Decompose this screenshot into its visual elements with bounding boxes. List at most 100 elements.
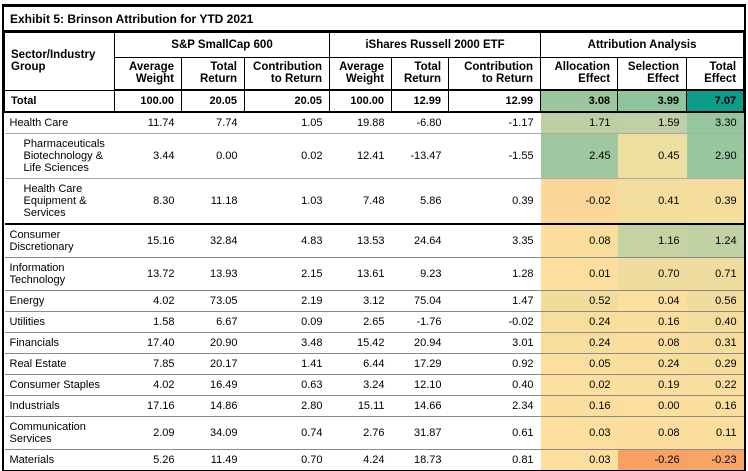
value-cell: 13.72	[114, 257, 182, 291]
total-label: Total	[4, 90, 115, 113]
total-ishares-average-weight: 100.00	[329, 90, 393, 113]
sector-label: Health Care	[4, 112, 115, 134]
value-cell: 8.30	[114, 178, 182, 225]
value-cell: 6.44	[329, 353, 392, 375]
table-row: Financials 17.40 20.90 3.48 15.42 20.94 3.01 0.…	[4, 332, 744, 354]
attribution-effect-cell: 1.71	[540, 112, 618, 134]
value-cell: 11.49	[210, 454, 238, 466]
group-header-row: Sector/Industry Group S&P SmallCap 600 i…	[4, 32, 745, 91]
value-cell: 4.02	[114, 290, 182, 312]
value-cell: 4.83	[244, 224, 330, 258]
attribution-effect-cell: -0.26	[617, 449, 687, 470]
value-cell: 2.09	[114, 416, 182, 450]
value-cell: 5.86	[391, 178, 449, 225]
value-cell: 14.66	[391, 395, 449, 417]
value-cell: 2.80	[244, 395, 330, 417]
attribution-effect-cell: 1.24	[686, 224, 744, 258]
col-header-selection-effect: Selection Effect	[617, 57, 688, 91]
table-row: Information Technology 13.72 13.93 2.15 13.6…	[4, 257, 744, 291]
value-cell: 0.61	[448, 416, 541, 450]
table-row: Consumer Discretionary 15.16 32.84 4.83 13.5…	[4, 224, 744, 258]
value-cell: 7.48	[329, 178, 392, 225]
table-row: Utilities 1.58 6.67 0.09 2.65 -1.76 -0.02 0.24 0…	[4, 311, 744, 333]
value-cell: 1.05	[244, 112, 330, 134]
exhibit-title: Exhibit 5: Brinson Attribution for YTD 2…	[4, 7, 744, 32]
attribution-effect-cell: 0.11	[686, 416, 744, 450]
value-cell: 15.16	[114, 224, 182, 258]
value-cell: 17.40	[114, 332, 182, 354]
value-cell: 20.17	[181, 353, 245, 375]
value-cell: 1.58	[114, 311, 182, 333]
value-cell: 15.42	[329, 332, 392, 354]
value-cell: 0.81	[512, 454, 534, 466]
value-cell: 0.63	[244, 374, 330, 396]
value-cell: 18.73	[414, 454, 442, 466]
value-cell: 13.61	[329, 257, 392, 291]
attribution-effect-cell: 1.16	[617, 224, 687, 258]
total-sp-average-weight: 100.00	[114, 90, 182, 113]
col-header-ishares-average-weight: Average Weight	[329, 57, 393, 91]
attribution-effect-cell: 0.03	[540, 449, 618, 470]
col-header-sp-contribution: Contribution to Return	[243, 57, 331, 91]
value-cell: 5.26	[153, 454, 175, 466]
value-cell: 1.28	[448, 257, 541, 291]
group-header-attribution: Attribution Analysis	[540, 32, 745, 58]
total-sp-contribution: 20.05	[243, 90, 331, 113]
sector-label: Utilities	[4, 311, 115, 333]
attribution-effect-cell: 0.56	[686, 290, 744, 312]
table-row: Materials 5.26 11.49 0.70 4.24 18.73 0.81 0.03-…	[5, 449, 744, 470]
attribution-effect-cell: 1.59	[617, 112, 687, 134]
attribution-effect-cell: 0.03	[540, 416, 618, 450]
attribution-effect-cell: 0.31	[686, 332, 744, 354]
value-cell: 0.70	[301, 454, 323, 466]
value-cell: 4.02	[114, 374, 182, 396]
table-header: Sector/Industry Group S&P SmallCap 600 i…	[4, 32, 745, 91]
col-header-ishares-contribution: Contribution to Return	[448, 57, 542, 91]
attribution-effect-cell: 0.22	[686, 374, 744, 396]
value-cell: 20.94	[391, 332, 449, 354]
value-cell: 0.74	[244, 416, 330, 450]
column-header-row: Average Weight Total Return Contribution…	[5, 57, 745, 91]
attribution-effect-cell: 0.29	[686, 353, 744, 375]
table-row: Health Care 11.74 7.74 1.05 19.88 -6.80 -1.17 1…	[4, 112, 744, 134]
total-ishares-contribution: 12.99	[448, 90, 542, 113]
col-header-allocation-effect: Allocation Effect	[540, 57, 619, 91]
value-cell: 75.04	[391, 290, 449, 312]
attribution-effect-cell: 0.71	[686, 257, 744, 291]
attribution-effect-cell: 0.00	[617, 395, 687, 417]
value-cell: 73.05	[181, 290, 245, 312]
sector-label: Information Technology	[4, 257, 115, 291]
value-cell: -0.02	[448, 311, 541, 333]
value-cell: 32.84	[181, 224, 245, 258]
value-cell: 13.53	[329, 224, 392, 258]
attribution-effect-cell: -0.02	[540, 178, 618, 225]
value-cell: 3.44	[114, 133, 182, 179]
value-cell: 3.48	[244, 332, 330, 354]
attribution-effect-cell: 0.70	[617, 257, 687, 291]
total-effect-cell: 7.07	[686, 90, 745, 113]
table-row: Communication Services 2.09 34.09 0.74 2.76 3…	[4, 416, 744, 450]
col-header-sp-total-return: Total Return	[181, 57, 245, 91]
value-cell: -1.55	[448, 133, 541, 179]
value-cell: 19.88	[329, 112, 392, 134]
value-cell: 16.49	[181, 374, 245, 396]
value-cell: 0.92	[448, 353, 541, 375]
group-header-sp-smallcap: S&P SmallCap 600	[113, 32, 331, 58]
value-cell: 13.93	[181, 257, 245, 291]
attribution-effect-cell: 0.41	[617, 178, 687, 225]
attribution-effect-cell: 2.90	[686, 133, 744, 179]
attribution-effect-cell: 2.45	[540, 133, 618, 179]
value-cell: -1.17	[448, 112, 541, 134]
value-cell: 2.19	[244, 290, 330, 312]
table-row: Industrials 17.16 14.86 2.80 15.11 14.66 2.34 0…	[4, 395, 744, 417]
table-row: Health Care Equipment & Services 8.30 11.1…	[4, 178, 744, 225]
value-cell: 7.85	[114, 353, 182, 375]
attribution-effect-cell: 0.08	[617, 332, 687, 354]
attribution-effect-cell: 0.45	[617, 133, 687, 179]
sector-label: Pharmaceuticals Biotechnology & Life Sci…	[4, 133, 115, 179]
table-row: Consumer Staples 4.02 16.49 0.63 3.24 12.10 0.…	[4, 374, 744, 396]
value-cell: 12.10	[391, 374, 449, 396]
value-cell: 7.74	[181, 112, 245, 134]
attribution-effect-cell: 0.16	[617, 311, 687, 333]
